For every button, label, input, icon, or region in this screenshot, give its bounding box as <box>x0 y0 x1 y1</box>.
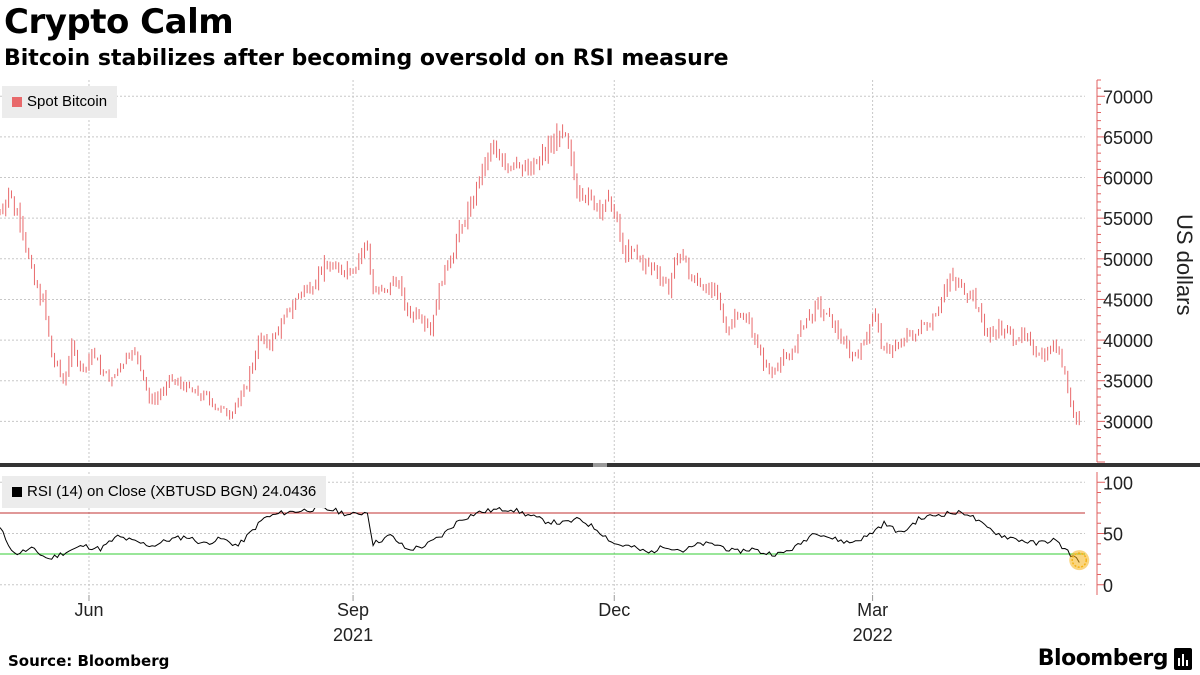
price-tick-label: 35000 <box>1103 372 1153 392</box>
price-tick-label: 45000 <box>1103 290 1153 310</box>
legend-label: RSI (14) on Close (XBTUSD BGN) 24.0436 <box>27 483 317 500</box>
x-tick-label: Sep <box>337 600 369 620</box>
rsi-highlight-ring <box>1071 552 1088 568</box>
axes <box>0 79 1200 601</box>
rsi-tick-label: 0 <box>1103 576 1113 596</box>
price-tick-label: 30000 <box>1103 412 1153 432</box>
rsi-series <box>0 505 1090 571</box>
brand-name: Bloomberg <box>1037 646 1169 671</box>
legend-spot-bitcoin: Spot Bitcoin <box>2 86 118 118</box>
x-year-label: 2021 <box>333 625 373 645</box>
price-tick-label: 60000 <box>1103 169 1153 189</box>
x-tick-label: Mar <box>857 600 888 620</box>
panel-resize-handle <box>593 463 607 467</box>
price-tick-label: 40000 <box>1103 331 1153 351</box>
x-tick-label: Jun <box>74 600 103 620</box>
source-note: Source: Bloomberg <box>8 652 170 670</box>
chart-subtitle: Bitcoin stabilizes after becoming overso… <box>4 46 729 71</box>
rsi-tick-label: 100 <box>1103 473 1133 493</box>
legend-rsi: RSI (14) on Close (XBTUSD BGN) 24.0436 <box>2 476 327 508</box>
price-tick-label: 70000 <box>1103 87 1153 107</box>
price-axis-title: US dollars <box>1172 214 1197 315</box>
price-tick-label: 50000 <box>1103 250 1153 270</box>
legend-swatch <box>12 97 22 107</box>
x-year-label: 2022 <box>853 625 893 645</box>
price-tick-label: 55000 <box>1103 209 1153 229</box>
legend-label: Spot Bitcoin <box>27 93 108 110</box>
price-gridlines <box>0 80 1085 462</box>
rsi-reference-lines <box>0 512 1085 555</box>
x-tick-label: Dec <box>598 600 630 620</box>
bloomberg-terminal-icon <box>1174 647 1192 670</box>
chart-title: Crypto Calm <box>4 2 234 42</box>
rsi-line <box>0 505 1080 563</box>
brand-logo: Bloomberg <box>1038 646 1192 671</box>
tick-labels: 30000 35000 40000 45000 50000 55000 60000 65000… <box>74 87 1197 645</box>
rsi-tick-label: 50 <box>1103 525 1123 545</box>
price-series <box>0 123 1080 426</box>
price-tick-label: 65000 <box>1103 128 1153 148</box>
legend-swatch <box>12 487 22 497</box>
